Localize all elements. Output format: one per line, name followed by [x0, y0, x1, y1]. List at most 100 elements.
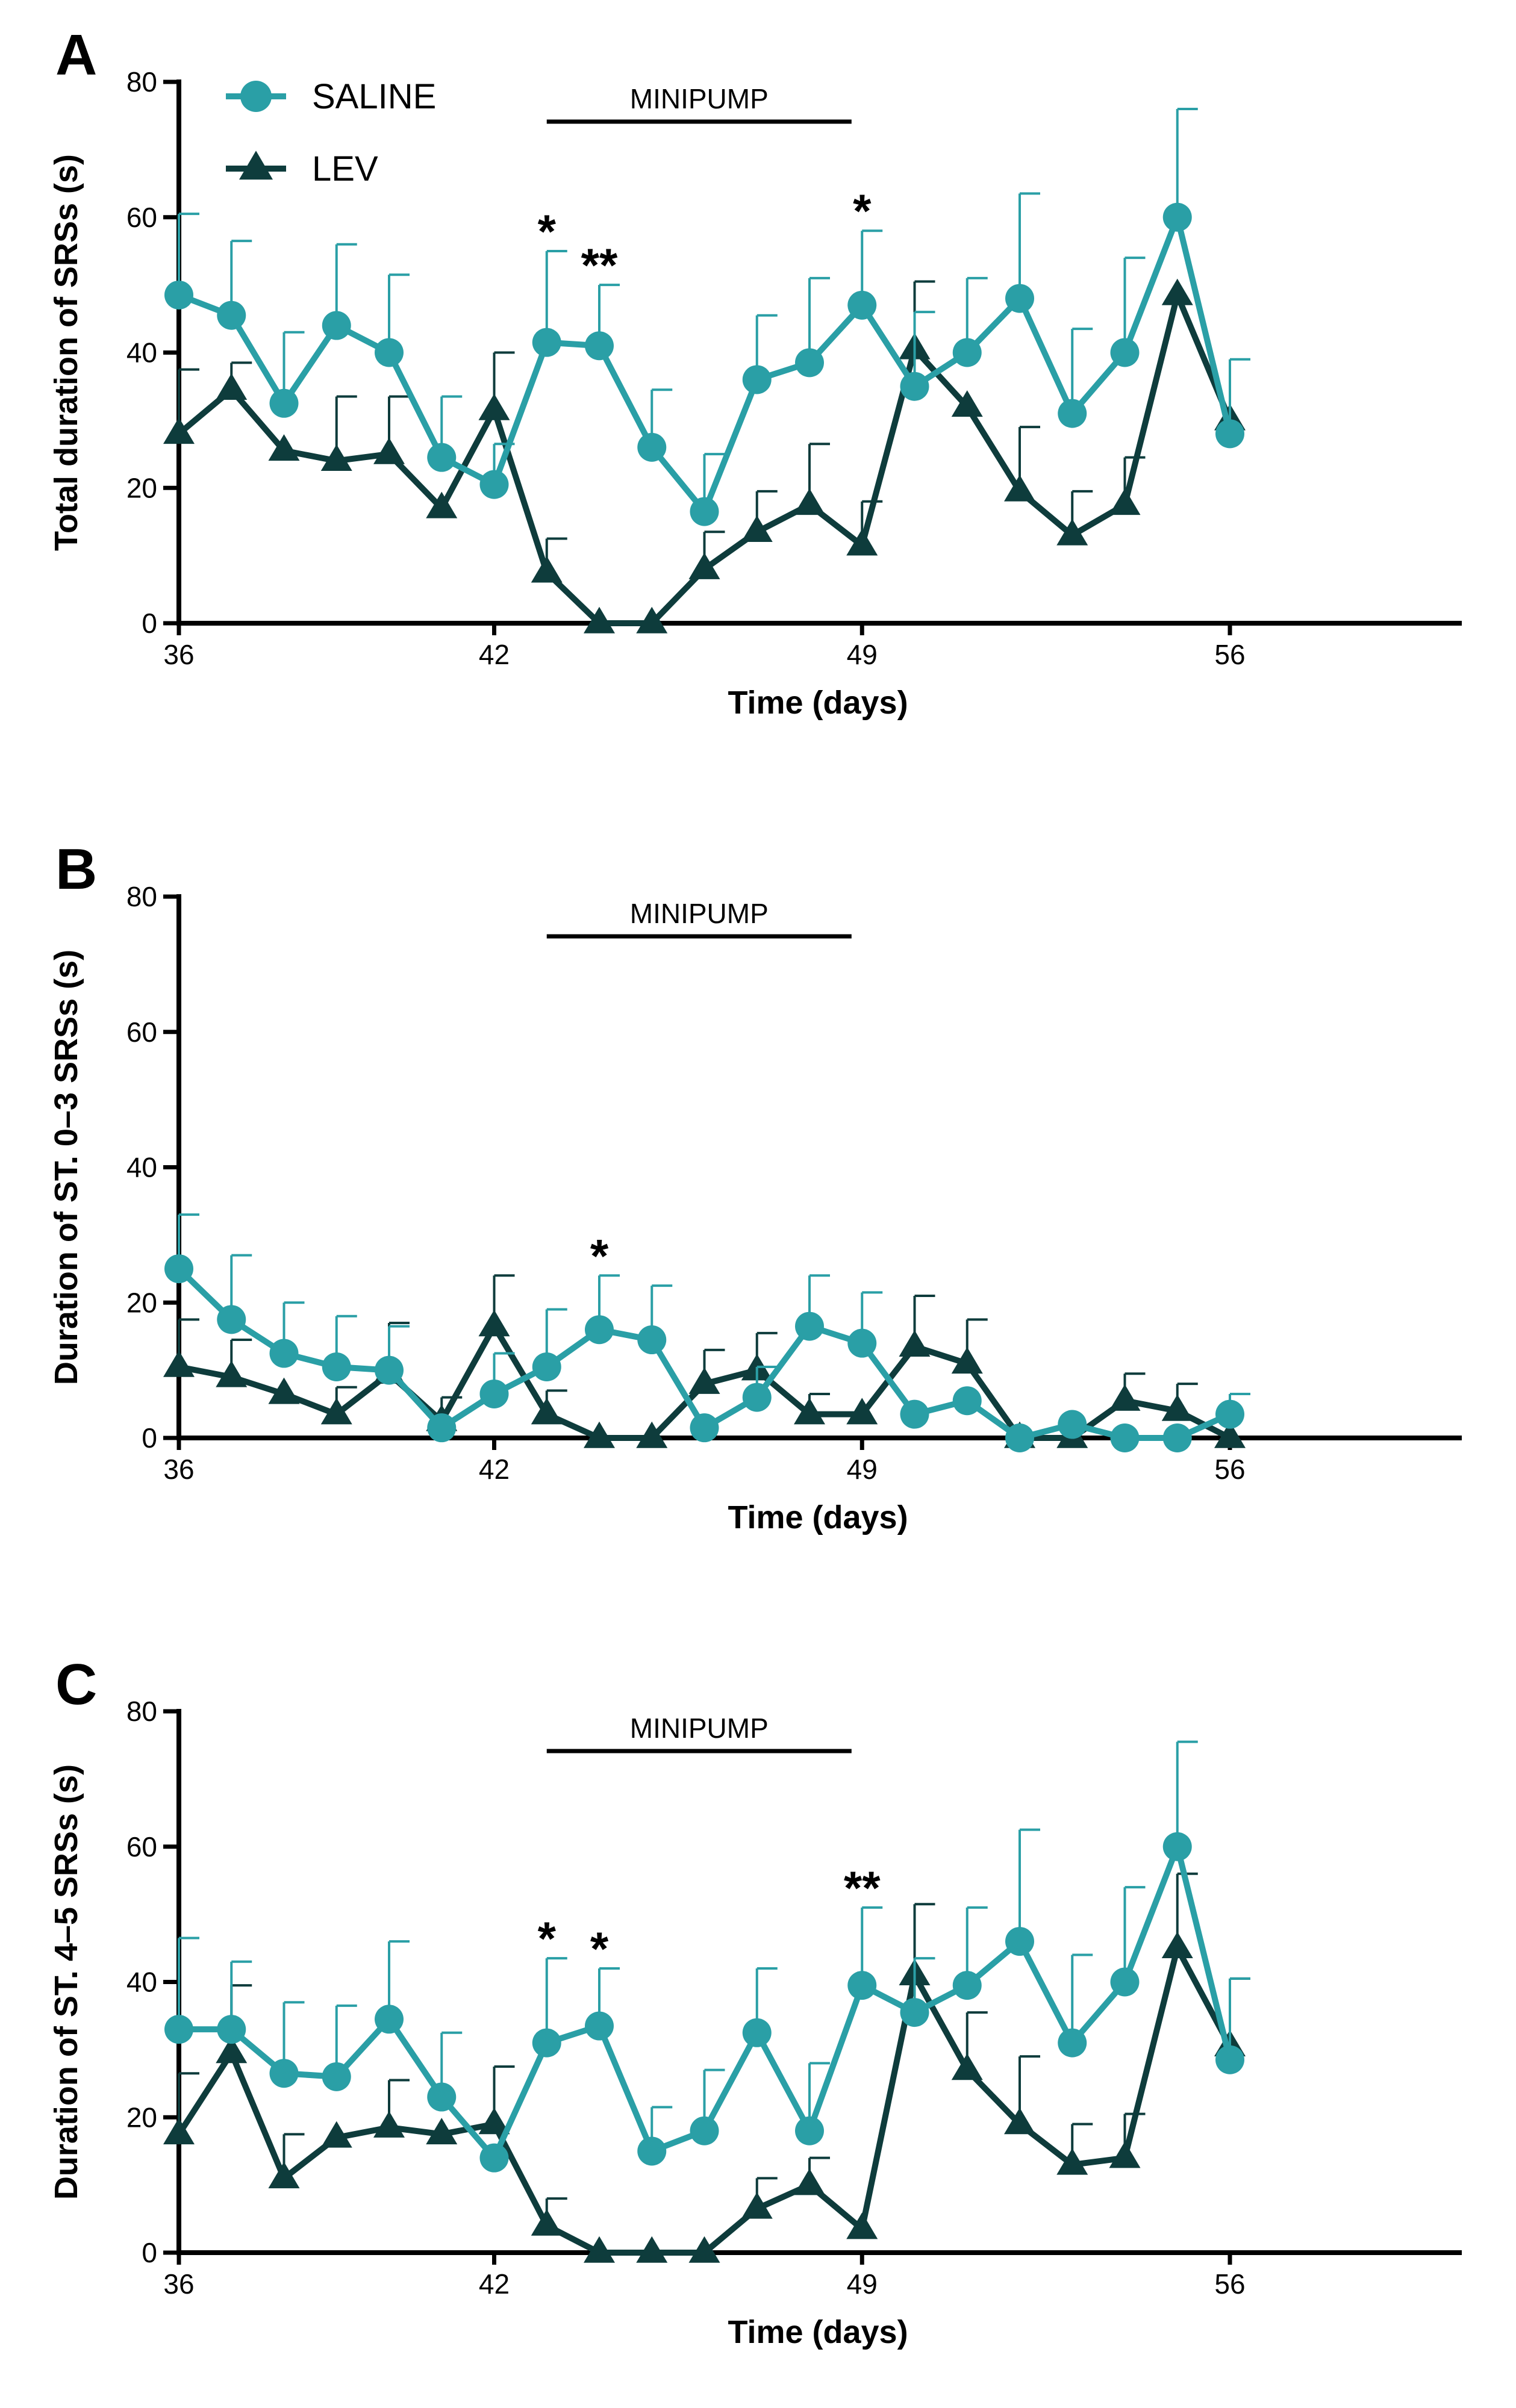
- data-point: [637, 432, 667, 462]
- significance-marker: *: [538, 1912, 557, 1965]
- data-point: [1161, 1394, 1193, 1421]
- x-tick-label: 56: [1214, 1454, 1245, 1485]
- x-axis-title: Time (days): [728, 1499, 908, 1535]
- data-point: [794, 2168, 825, 2195]
- data-point: [479, 1379, 509, 1408]
- data-point: [320, 2121, 352, 2148]
- series-saline: [164, 1213, 1250, 1452]
- data-point: [951, 2053, 983, 2080]
- y-tick-label: 80: [126, 1696, 157, 1727]
- data-point: [584, 2236, 615, 2263]
- data-point: [1162, 202, 1192, 232]
- data-point: [531, 1398, 563, 1425]
- y-tick-label: 20: [126, 2102, 157, 2133]
- panel-letter: C: [55, 1652, 97, 1717]
- data-point: [320, 1398, 352, 1425]
- data-point: [688, 1367, 720, 1394]
- data-point: [846, 1398, 878, 1425]
- data-point: [427, 2082, 457, 2112]
- x-tick-label: 36: [163, 639, 194, 670]
- data-point: [532, 328, 561, 357]
- series-lev: [163, 1872, 1250, 2263]
- data-point: [636, 2236, 668, 2263]
- data-point: [322, 311, 351, 340]
- data-point: [478, 2108, 510, 2135]
- data-point: [584, 606, 615, 633]
- x-tick-label: 56: [1214, 639, 1245, 670]
- data-point: [1110, 338, 1140, 367]
- data-point: [1162, 1423, 1192, 1452]
- data-point: [373, 437, 405, 464]
- series-saline: [164, 107, 1250, 526]
- y-tick-label: 0: [142, 608, 157, 639]
- y-tick-label: 40: [126, 1152, 157, 1183]
- y-tick-label: 60: [126, 202, 157, 233]
- data-point: [900, 372, 929, 401]
- x-axis-title: Time (days): [728, 685, 908, 721]
- data-point: [1109, 1384, 1141, 1411]
- data-point: [1162, 1832, 1192, 1861]
- data-point: [1109, 2141, 1141, 2168]
- y-tick-label: 0: [142, 1422, 157, 1454]
- data-point: [268, 1377, 300, 1404]
- data-point: [1215, 1399, 1244, 1429]
- data-point: [742, 1383, 772, 1412]
- data-point: [1215, 2045, 1244, 2074]
- x-tick-label: 49: [847, 639, 878, 670]
- data-point: [1058, 1410, 1087, 1439]
- panel-a: A 0 20 40 60 80 36 42 49 56 Time (days) Total durat…: [48, 23, 1462, 721]
- data-point: [479, 2143, 509, 2173]
- data-point: [951, 1347, 983, 1374]
- y-tick-label: 60: [126, 1831, 157, 1862]
- data-point: [1005, 1927, 1034, 1956]
- data-point: [741, 2192, 773, 2219]
- data-point: [741, 515, 773, 543]
- x-tick-label: 42: [479, 639, 510, 670]
- x-tick-label: 56: [1214, 2268, 1245, 2300]
- significance-marker: *: [590, 1922, 609, 1975]
- panel-letter: B: [55, 837, 97, 901]
- data-point: [847, 290, 877, 320]
- data-point: [268, 2162, 300, 2189]
- y-tick-label: 20: [126, 472, 157, 503]
- data-point: [322, 2062, 351, 2091]
- data-point: [900, 1399, 929, 1429]
- data-point: [795, 348, 824, 378]
- data-point: [1109, 488, 1141, 515]
- data-point: [427, 1413, 457, 1443]
- data-point: [478, 393, 510, 420]
- x-tick-label: 36: [163, 2268, 194, 2300]
- data-point: [794, 488, 825, 515]
- data-point: [1004, 474, 1035, 502]
- data-point: [636, 606, 668, 633]
- panel-letter: A: [55, 23, 97, 87]
- x-tick-label: 49: [847, 2268, 878, 2300]
- data-point: [899, 1330, 931, 1357]
- data-point: [163, 1350, 195, 1377]
- data-point: [320, 444, 352, 471]
- y-tick-label: 40: [126, 1967, 157, 1998]
- data-point: [269, 1339, 299, 1368]
- y-tick-label: 60: [126, 1016, 157, 1048]
- data-point: [426, 2118, 458, 2145]
- data-point: [216, 373, 248, 400]
- data-point: [269, 2059, 299, 2088]
- data-point: [846, 529, 878, 556]
- data-point: [322, 1352, 351, 1382]
- data-point: [531, 556, 563, 583]
- data-point: [478, 1310, 510, 1337]
- data-point: [1058, 399, 1087, 428]
- y-tick-label: 80: [126, 66, 157, 98]
- legend-item-lev: LEV: [226, 149, 378, 188]
- significance-marker: **: [581, 238, 618, 291]
- data-point: [847, 1328, 877, 1358]
- data-point: [164, 2015, 193, 2044]
- data-point: [1056, 2148, 1088, 2175]
- data-point: [216, 1360, 248, 1387]
- series-lev: [163, 278, 1246, 633]
- data-point: [690, 497, 719, 526]
- data-point: [217, 300, 246, 330]
- data-point: [742, 2018, 772, 2047]
- data-point: [427, 443, 457, 472]
- data-point: [637, 1325, 667, 1355]
